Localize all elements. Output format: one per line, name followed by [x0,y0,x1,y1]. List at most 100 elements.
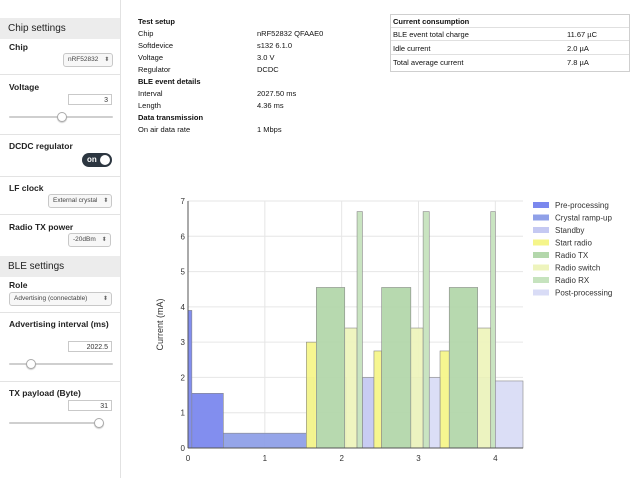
legend-swatch [533,277,549,283]
tx-payload-label: TX payload (Byte) [9,388,81,398]
bar-segment [316,287,346,449]
bar-segment [428,377,441,449]
interval-value: 2027.50 ms [257,89,297,98]
legend-swatch [533,214,549,221]
bar-segment [410,327,424,449]
softdevice-value: s132 6.1.0 [257,41,293,50]
regulator-label: Regulator [138,65,171,74]
divider [0,176,120,177]
role-label: Role [9,280,28,290]
table-row: Idle current 2.0 µA [391,42,629,55]
toggle-knob [100,155,110,165]
bar-segment [356,211,363,449]
legend-label: Start radio [555,239,592,248]
x-tick-label: 0 [186,454,191,463]
lf-clock-select[interactable]: External crystal ⬍ [48,194,113,208]
divider [0,214,120,215]
adv-interval-label: Advertising interval (ms) [9,319,109,329]
chip-settings-header: Chip settings [0,18,120,39]
settings-sidebar: Chip settings Chip nRF52832 ⬍ Voltage 3 … [0,0,121,478]
voltage-input[interactable]: 3 [68,94,112,105]
radio-tx-power-select[interactable]: -20dBm ⬍ [68,233,111,247]
ble-settings-header: BLE settings [0,256,120,277]
regulator-value: DCDC [257,65,279,74]
tx-payload-slider-thumb[interactable] [94,418,105,428]
chip-select[interactable]: nRF52832 ⬍ [63,53,114,67]
lf-clock-label: LF clock [9,183,44,193]
bar-segment [477,327,492,449]
role-select-value: Advertising (connectable) [14,295,88,302]
on-air-rate-label: On air data rate [138,125,191,134]
legend-swatch [533,289,549,296]
x-tick-label: 2 [339,454,344,463]
role-select[interactable]: Advertising (connectable) ⬍ [9,292,112,306]
y-tick-label: 7 [181,197,186,206]
tx-payload-slider[interactable] [9,418,105,428]
chip-label: Chip [9,42,28,52]
consumption-title: Current consumption [393,17,470,26]
lf-clock-value: External crystal [53,197,98,204]
legend-swatch [533,202,549,208]
voltage-info-label: Voltage [138,53,164,62]
interval-label: Interval [138,89,163,98]
chip-select-value: nRF52832 [68,56,99,63]
ble-event-details-title: BLE event details [138,77,201,86]
chevron-updown-icon: ⬍ [104,57,110,63]
x-tick-label: 4 [493,454,498,463]
bar-segment [381,287,412,449]
dcdc-toggle-state: on [87,155,97,164]
bar-segment [362,377,375,449]
chip-info-label: Chip [138,29,154,38]
y-tick-label: 3 [181,338,186,347]
legend-swatch [533,264,549,271]
row-label: BLE event total charge [393,30,469,39]
bar-segment [490,211,496,449]
bar-segment [306,341,317,449]
x-tick-label: 1 [263,454,268,463]
row-value: 11.67 µC [567,30,598,39]
on-air-rate-value: 1 Mbps [257,125,282,134]
y-tick-label: 4 [181,303,186,312]
radio-tx-power-value: -20dBm [73,236,96,243]
legend-label: Standby [555,226,584,235]
adv-interval-slider[interactable] [9,359,113,369]
y-tick-label: 0 [181,444,186,453]
divider [0,74,120,75]
bar-segment [495,380,524,449]
y-tick-label: 5 [181,268,186,277]
bar-segment [187,310,193,449]
tx-payload-input[interactable]: 31 [68,400,112,411]
voltage-slider-thumb[interactable] [57,112,67,122]
divider [0,312,120,313]
adv-interval-slider-thumb[interactable] [25,359,36,369]
y-tick-label: 1 [181,409,186,418]
radio-tx-power-label: Radio TX power [9,222,74,232]
legend-label: Post-processing [555,289,612,298]
bar-segment [422,211,430,449]
voltage-info-value: 3.0 V [257,53,275,62]
legend-label: Crystal ramp-up [555,214,612,223]
consumption-header-row: Current consumption [391,15,629,28]
x-tick-label: 3 [416,454,421,463]
bar-segment [448,287,478,449]
legend-label: Radio RX [555,276,590,285]
length-value: 4.36 ms [257,101,284,110]
chevron-updown-icon: ⬍ [102,296,108,302]
length-label: Length [138,101,161,110]
legend-swatch [533,239,549,246]
chevron-updown-icon: ⬍ [101,237,107,243]
legend-label: Radio switch [555,264,600,273]
voltage-slider[interactable] [9,112,113,122]
bar-segment [373,350,382,449]
row-label: Total average current [393,58,464,67]
table-row: BLE event total charge 11.67 µC [391,28,629,41]
y-tick-label: 2 [181,373,186,382]
chevron-updown-icon: ⬍ [103,198,109,204]
dcdc-toggle[interactable]: on [82,153,112,167]
legend-label: Pre-processing [555,201,609,210]
row-value: 7.8 µA [567,58,589,67]
test-setup-title: Test setup [138,17,175,26]
dcdc-label: DCDC regulator [9,141,73,151]
bar-segment [439,350,450,449]
adv-interval-input[interactable]: 2022.5 [68,341,112,352]
